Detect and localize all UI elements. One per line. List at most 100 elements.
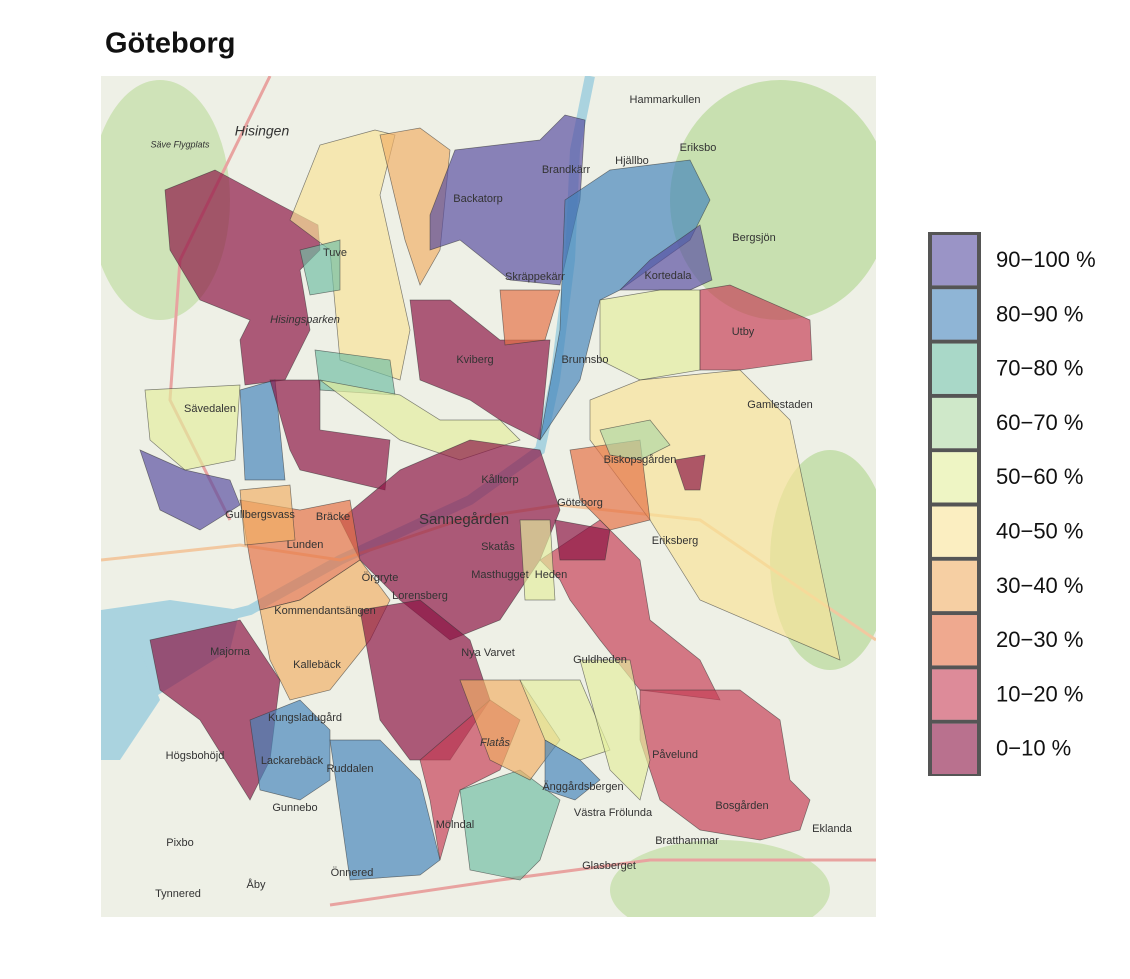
legend-swatch [932,343,977,394]
forest [610,840,830,917]
place-label: Hisingsparken [270,314,340,326]
place-label: Eriksbo [680,142,717,154]
place-label: Gamlestaden [747,399,812,411]
place-label: Högsbohöjd [166,750,225,762]
place-label: Örgryte [362,572,399,584]
forest [670,80,876,320]
place-label: Västra Frölunda [574,807,653,819]
place-label: Bergsjön [732,232,775,244]
district [639,689,811,841]
place-label: Kallebäck [293,659,341,671]
legend-swatch [932,723,977,774]
place-label: Brunnsbo [561,354,608,366]
place-label: Backatorp [453,193,503,205]
place-label: Kortedala [644,270,692,282]
place-label: Ruddalen [326,763,373,775]
map-title: Göteborg [105,28,236,60]
road [329,858,876,907]
district [699,284,813,371]
place-label: Hammarkullen [630,94,701,106]
district [239,484,296,546]
district [289,129,411,381]
place-label: Flatås [480,737,510,749]
place-label: Lunden [287,539,324,551]
place-label: Sannegården [419,511,509,528]
place-label: Bosgården [715,800,768,812]
legend-swatch [932,615,977,666]
place-label: Kungsladugård [268,712,342,724]
place-label: Masthugget [471,569,528,581]
place-label: Kviberg [456,354,493,366]
district [519,519,556,601]
place-labels: Hisingen Säve Flygplats Hammarkullen Hjällb… [150,94,852,900]
place-label: Biskopsgården [604,454,677,466]
place-label: Skräppekärr [505,271,565,283]
legend-label: 30−40 % [996,573,1083,598]
district [409,299,551,441]
place-label: Gunnebo [272,802,317,814]
place-label: Pixbo [166,837,194,849]
district [554,519,611,561]
place-label: Brandkärr [542,164,591,176]
district [139,449,241,531]
district [599,289,701,381]
legend-swatch [932,560,977,612]
place-label: Hjällbo [615,155,649,167]
legend-swatch [932,289,977,340]
place-label: Tuve [323,247,347,259]
place-label: Gullbergsvass [225,509,295,521]
water [101,650,160,760]
district [579,659,651,801]
districts [139,114,841,881]
legend-label: 0−10 % [996,736,1071,761]
place-label: Hisingen [235,123,290,139]
legend-label: 80−90 % [996,301,1083,326]
place-label: Skatås [481,541,515,553]
legend: 90−100 % 80−90 % 70−80 % 60−70 % 50−60 % 40−5… [928,232,1096,776]
district [674,454,706,491]
legend-label: 40−50 % [996,518,1083,543]
place-label: Önnered [331,867,374,879]
district [144,384,241,471]
place-label: Sävedalen [184,403,236,415]
place-label: Eklanda [812,823,853,835]
place-label: Åby [247,878,266,891]
legend-label: 60−70 % [996,410,1083,435]
place-label: Påvelund [652,749,698,761]
district [519,679,611,761]
district [164,169,321,386]
place-label: Guldheden [573,654,627,666]
place-label: Eriksberg [652,535,698,547]
legend-label: 90−100 % [996,247,1096,272]
legend-label: 70−80 % [996,356,1083,381]
legend-swatch [932,397,977,449]
district [599,419,671,461]
district [239,379,286,481]
legend-swatch [932,506,977,557]
place-label: Majorna [210,646,251,658]
district [544,739,601,801]
place-label: Utby [732,326,755,338]
place-label: Kommendantsängen [274,605,376,617]
district [299,239,341,296]
legend-swatch [932,235,977,286]
place-label: Lackarebäck [261,755,324,767]
place-label: Göteborg [557,497,603,509]
place-label: Lorensberg [392,590,448,602]
district [499,289,561,346]
place-label: Änggårdsbergen [542,781,623,793]
legend-label: 10−20 % [996,681,1083,706]
place-label: Bratthammar [655,835,719,847]
legend-label: 50−60 % [996,464,1083,489]
place-label: Mölndal [436,819,475,831]
legend-label: 20−30 % [996,627,1083,652]
legend-swatch [932,452,977,503]
place-label: Säve Flygplats [150,139,210,149]
place-label: Nya Varvet [461,647,515,659]
district [249,699,331,801]
place-label: Tynnered [155,888,201,900]
district [269,379,391,491]
district [429,114,586,286]
place-label: Glasberget [582,860,636,872]
